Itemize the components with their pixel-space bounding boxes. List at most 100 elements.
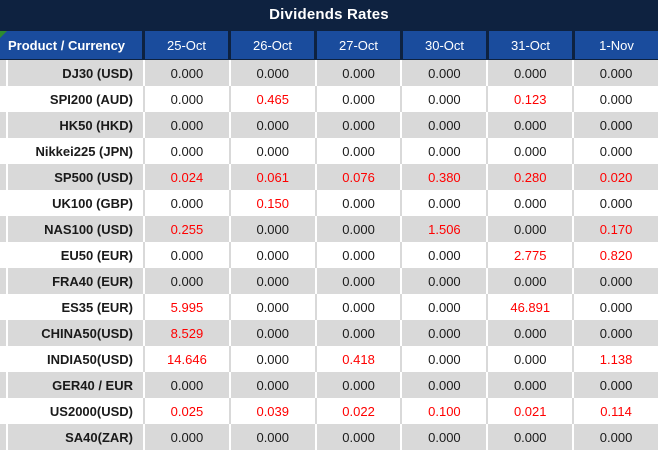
value-cell: 14.646	[145, 346, 231, 372]
value-cell: 0.000	[230, 242, 317, 268]
row-left-strip	[0, 424, 8, 450]
value-cell: 0.000	[402, 372, 489, 398]
value-cell: 0.000	[145, 372, 231, 398]
product-cell: SPI200 (AUD)	[8, 86, 145, 112]
value-cell: 0.024	[145, 164, 231, 190]
row-left-strip	[0, 398, 8, 424]
row-left-strip	[0, 190, 8, 216]
product-cell: GER40 / EUR	[8, 372, 145, 398]
table-row: SA40(ZAR) 0.000 0.000 0.000 0.000 0.000 0.000	[0, 424, 658, 450]
row-left-strip	[0, 138, 8, 164]
value-cell: 46.891	[488, 294, 575, 320]
value-cell: 0.114	[574, 398, 658, 424]
value-cell: 0.000	[230, 268, 317, 294]
value-cell: 0.000	[316, 424, 403, 450]
value-cell: 0.000	[145, 424, 231, 450]
value-cell: 0.000	[230, 372, 317, 398]
product-cell: HK50 (HKD)	[8, 112, 145, 138]
value-cell: 0.000	[574, 424, 658, 450]
value-cell: 0.000	[488, 372, 575, 398]
value-cell: 0.255	[145, 216, 231, 242]
value-cell: 0.000	[316, 112, 403, 138]
product-cell: EU50 (EUR)	[8, 242, 145, 268]
column-header-date: 30-Oct	[403, 29, 489, 60]
product-cell: FRA40 (EUR)	[8, 268, 145, 294]
excel-error-corner-icon	[0, 31, 7, 38]
row-left-strip	[0, 320, 8, 346]
column-header-date: 27-Oct	[317, 29, 403, 60]
value-cell: 2.775	[488, 242, 575, 268]
value-cell: 0.000	[488, 320, 575, 346]
value-cell: 0.000	[316, 190, 403, 216]
value-cell: 0.000	[402, 424, 489, 450]
value-cell: 0.000	[145, 268, 231, 294]
value-cell: 0.170	[574, 216, 658, 242]
product-cell: SA40(ZAR)	[8, 424, 145, 450]
value-cell: 0.820	[574, 242, 658, 268]
value-cell: 0.000	[145, 242, 231, 268]
row-left-strip	[0, 164, 8, 190]
product-cell: UK100 (GBP)	[8, 190, 145, 216]
value-cell: 0.025	[145, 398, 231, 424]
value-cell: 0.000	[574, 268, 658, 294]
value-cell: 0.000	[230, 320, 317, 346]
value-cell: 0.000	[316, 372, 403, 398]
table-row: UK100 (GBP) 0.000 0.150 0.000 0.000 0.000 0.00…	[0, 190, 658, 216]
row-left-strip	[0, 112, 8, 138]
value-cell: 0.000	[574, 60, 658, 86]
value-cell: 8.529	[145, 320, 231, 346]
value-cell: 0.000	[145, 112, 231, 138]
value-cell: 0.000	[574, 138, 658, 164]
column-header-date: 26-Oct	[231, 29, 317, 60]
value-cell: 0.000	[488, 112, 575, 138]
row-left-strip	[0, 268, 8, 294]
table-row: GER40 / EUR 0.000 0.000 0.000 0.000 0.000 0.00…	[0, 372, 658, 398]
value-cell: 0.418	[316, 346, 403, 372]
value-cell: 0.021	[488, 398, 575, 424]
product-cell: US2000(USD)	[8, 398, 145, 424]
table-row: NAS100 (USD) 0.255 0.000 0.000 1.506 0.000 0.1…	[0, 216, 658, 242]
product-cell: SP500 (USD)	[8, 164, 145, 190]
value-cell: 0.000	[316, 242, 403, 268]
value-cell: 0.000	[402, 60, 489, 86]
value-cell: 0.000	[574, 190, 658, 216]
column-header-date: 25-Oct	[145, 29, 231, 60]
value-cell: 0.061	[230, 164, 317, 190]
column-header-date: 1-Nov	[575, 29, 658, 60]
value-cell: 0.000	[488, 138, 575, 164]
value-cell: 0.123	[488, 86, 575, 112]
value-cell: 0.022	[316, 398, 403, 424]
value-cell: 0.000	[574, 294, 658, 320]
value-cell: 0.000	[488, 216, 575, 242]
product-cell: INDIA50(USD)	[8, 346, 145, 372]
value-cell: 0.000	[574, 86, 658, 112]
value-cell: 0.000	[316, 60, 403, 86]
value-cell: 0.000	[230, 216, 317, 242]
value-cell: 0.000	[574, 112, 658, 138]
value-cell: 0.000	[488, 424, 575, 450]
value-cell: 1.138	[574, 346, 658, 372]
row-left-strip	[0, 242, 8, 268]
value-cell: 0.000	[145, 86, 231, 112]
value-cell: 0.000	[145, 60, 231, 86]
value-cell: 0.000	[230, 138, 317, 164]
table-row: HK50 (HKD) 0.000 0.000 0.000 0.000 0.000 0.000	[0, 112, 658, 138]
value-cell: 0.000	[402, 190, 489, 216]
row-left-strip	[0, 346, 8, 372]
value-cell: 0.000	[145, 190, 231, 216]
value-cell: 0.150	[230, 190, 317, 216]
value-cell: 0.076	[316, 164, 403, 190]
value-cell: 0.000	[402, 242, 489, 268]
table-row: SPI200 (AUD) 0.000 0.465 0.000 0.000 0.123 0.0…	[0, 86, 658, 112]
value-cell: 0.000	[574, 320, 658, 346]
table-row: DJ30 (USD) 0.000 0.000 0.000 0.000 0.000 0.000	[0, 60, 658, 86]
value-cell: 0.000	[230, 60, 317, 86]
value-cell: 0.280	[488, 164, 575, 190]
row-left-strip	[0, 86, 8, 112]
value-cell: 0.000	[316, 86, 403, 112]
table-row: ES35 (EUR) 5.995 0.000 0.000 0.000 46.891 0.00…	[0, 294, 658, 320]
table-row: US2000(USD) 0.025 0.039 0.022 0.100 0.021 0.11…	[0, 398, 658, 424]
value-cell: 0.000	[402, 320, 489, 346]
value-cell: 0.000	[316, 268, 403, 294]
